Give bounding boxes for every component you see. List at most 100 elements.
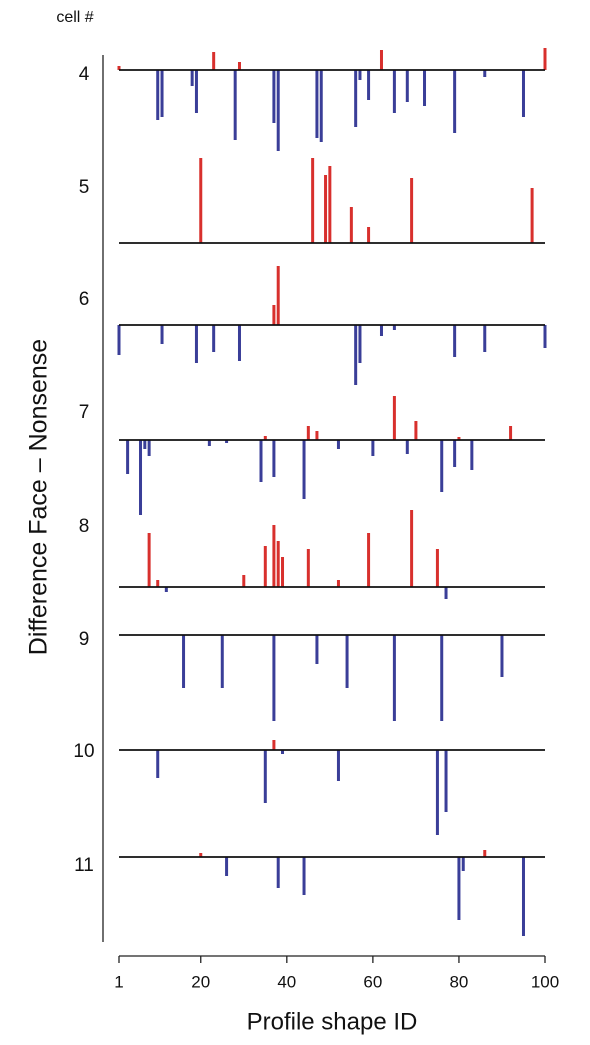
stem-bar — [358, 325, 362, 363]
stem-bar — [457, 857, 461, 920]
y-axis-label: Difference Face – Nonsense — [25, 339, 53, 655]
stem-bar — [410, 178, 414, 243]
stem-bar — [371, 440, 375, 456]
stem-bar — [220, 635, 224, 688]
x-tick-label: 100 — [531, 972, 559, 991]
stem-bar — [199, 853, 203, 857]
stem-bar — [272, 635, 276, 721]
stem-bar — [302, 857, 306, 895]
stem-bar — [147, 440, 151, 456]
stem-bar — [328, 166, 332, 243]
stem-bar — [543, 325, 547, 348]
stem-bar — [272, 525, 276, 587]
stem-bar — [521, 857, 525, 936]
stem-bar — [345, 635, 349, 688]
stem-bar — [276, 266, 280, 325]
stem-bar — [319, 70, 323, 142]
stem-bar — [392, 70, 396, 113]
stem-bar — [143, 440, 147, 449]
stem-bar — [225, 857, 229, 876]
stem-bar — [237, 325, 241, 361]
panel-label-title: cell # — [56, 9, 93, 26]
stem-bar — [315, 70, 319, 138]
x-tick-label: 40 — [277, 972, 296, 991]
stem-bar — [453, 325, 457, 357]
x-tick-label: 80 — [449, 972, 468, 991]
stem-bar — [367, 227, 371, 243]
stem-bar — [324, 175, 328, 243]
stem-bar — [156, 70, 160, 120]
stem-bar — [521, 70, 525, 117]
stem-bar — [435, 750, 439, 835]
stem-bar — [354, 325, 358, 385]
x-tick-label: 20 — [191, 972, 210, 991]
stem-bar — [444, 750, 448, 812]
stem-bar — [276, 857, 280, 888]
stem-bar — [259, 440, 263, 482]
stem-bar — [453, 440, 457, 467]
stem-bar — [212, 52, 216, 70]
stem-bar — [405, 70, 409, 102]
stem-bar — [483, 325, 487, 352]
stem-bar — [225, 440, 229, 443]
panel-label: 9 — [79, 629, 90, 650]
stem-bar — [367, 533, 371, 587]
stem-bar — [139, 440, 143, 515]
x-tick-label: 1 — [114, 972, 123, 991]
stem-bar — [190, 70, 194, 86]
stem-bar — [354, 70, 358, 127]
stem-bar — [336, 750, 340, 781]
stem-bar — [483, 850, 487, 857]
panel-label: 4 — [79, 64, 90, 85]
stem-bar — [272, 740, 276, 750]
panel-label: 5 — [79, 177, 90, 198]
panel-label: 6 — [79, 289, 90, 310]
stem-bar — [410, 510, 414, 587]
stem-bar — [117, 325, 121, 355]
stem-bar — [207, 440, 211, 446]
stem-bar — [509, 426, 513, 440]
stem-bar — [160, 325, 164, 344]
stem-bar — [392, 635, 396, 721]
stem-bar — [500, 635, 504, 677]
stem-bar — [457, 437, 461, 440]
stem-bar — [306, 426, 310, 440]
stem-bar — [302, 440, 306, 499]
stem-bar — [315, 635, 319, 664]
stem-bar — [242, 575, 246, 587]
stem-bar — [147, 533, 151, 587]
stem-bar — [263, 750, 267, 803]
stem-bar — [276, 70, 280, 151]
stem-bar — [263, 436, 267, 440]
stem-bar — [194, 70, 198, 113]
stem-bar — [530, 188, 534, 243]
stem-bar — [194, 325, 198, 363]
stem-bar — [126, 440, 130, 474]
stem-bar — [281, 750, 285, 754]
stem-bar — [182, 635, 186, 688]
stem-bar — [315, 431, 319, 440]
stem-bar — [440, 635, 444, 721]
stem-bar — [414, 421, 418, 440]
stem-bar — [199, 158, 203, 243]
stem-bar — [272, 70, 276, 123]
stem-bar — [440, 440, 444, 492]
stem-bar — [272, 440, 276, 477]
stem-bar — [156, 580, 160, 587]
stem-bar — [263, 546, 267, 587]
stem-bar — [336, 580, 340, 587]
stem-bar — [281, 557, 285, 587]
stem-bar — [461, 857, 465, 871]
stem-bar — [336, 440, 340, 449]
stem-bar — [405, 440, 409, 454]
x-tick-label: 60 — [363, 972, 382, 991]
panel-label: 8 — [79, 516, 90, 537]
stem-bar — [435, 549, 439, 587]
stem-bar — [470, 440, 474, 470]
stem-bar — [423, 70, 427, 106]
stem-bar — [306, 549, 310, 587]
stem-bar — [367, 70, 371, 100]
stem-bar — [164, 587, 168, 592]
stem-bar — [156, 750, 160, 778]
